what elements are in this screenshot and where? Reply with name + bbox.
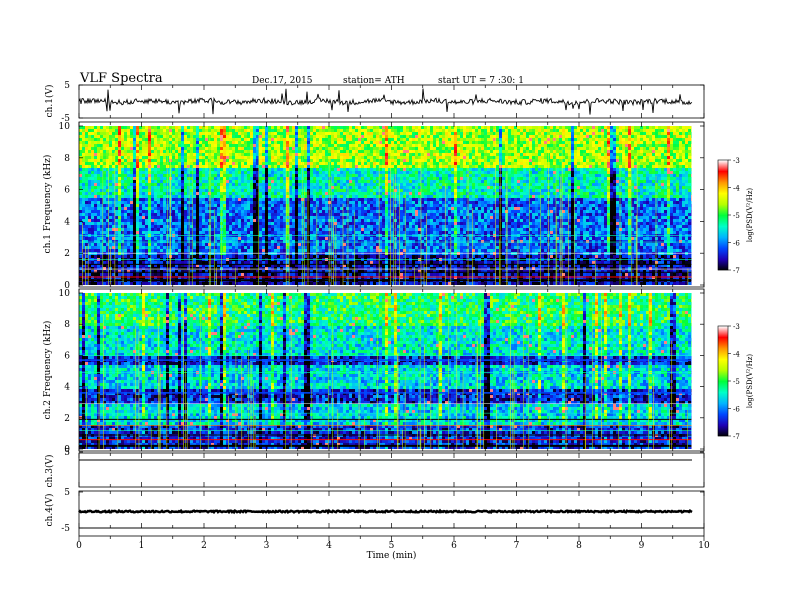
x-tick-label: 1 <box>139 541 145 551</box>
ch1-colorbar <box>718 160 728 270</box>
ch1-colorbar-tick-label: -6 <box>733 240 740 248</box>
station-label: station= ATH <box>343 76 405 86</box>
x-tick-label: 3 <box>264 541 270 551</box>
ch4-waveform-tick-label: 5 <box>64 488 70 498</box>
ch2-spectrogram <box>79 293 692 449</box>
figure-title: VLF Spectra <box>80 71 163 86</box>
x-tick-label: 8 <box>576 541 582 551</box>
ch1-waveform-trace <box>79 89 692 115</box>
ch1-colorbar-label: log(PSD(V²/Hz) <box>746 188 754 243</box>
time-axis-frame <box>79 528 704 536</box>
x-axis-label: Time (min) <box>367 550 417 561</box>
x-tick-label: 9 <box>639 541 645 551</box>
ch1-spectrogram-ylabel: ch.1 Frequency (kHz) <box>42 155 53 254</box>
ch1-colorbar-tick-label: -5 <box>733 212 740 220</box>
x-tick-label: 5 <box>389 541 395 551</box>
ch2-colorbar <box>718 326 728 436</box>
x-tick-label: 4 <box>326 541 332 551</box>
x-tick-label: 10 <box>698 541 710 551</box>
ch4-waveform-ylabel: ch.4(V) <box>44 494 55 527</box>
ch1-colorbar-tick-label: -4 <box>733 185 740 193</box>
ch4-waveform-frame <box>79 491 704 528</box>
ch2-colorbar-tick-label: -4 <box>733 351 740 359</box>
start-ut-label: start UT = 7 :30: 1 <box>438 76 524 86</box>
x-tick-label: 0 <box>76 541 82 551</box>
ch1-waveform-ylabel: ch.1(V) <box>44 85 55 118</box>
date-label: Dec.17, 2015 <box>252 76 313 86</box>
ch2-spectrogram-tick-label: 10 <box>59 289 71 299</box>
ch4-waveform-tick-label: -5 <box>61 524 70 534</box>
ch1-spectrogram-tick-label: 8 <box>64 154 70 164</box>
ch1-colorbar-tick-label: -3 <box>733 157 740 165</box>
ch2-colorbar-tick-label: -6 <box>733 406 740 414</box>
ch2-colorbar-tick-label: -7 <box>733 433 740 441</box>
ch1-waveform-tick-label: 5 <box>64 81 70 91</box>
ch3-waveform-frame <box>79 453 704 487</box>
ch1-spectrogram-tick-label: 2 <box>64 249 70 259</box>
ch2-spectrogram-ylabel: ch.2 Frequency (kHz) <box>42 321 53 420</box>
ch1-spectrogram <box>79 126 692 285</box>
ch2-colorbar-tick-label: -5 <box>733 378 740 386</box>
ch4-waveform-trace <box>79 511 692 513</box>
ch3-waveform-tick-label: 5 <box>64 448 70 458</box>
ch2-spectrogram-tick-label: 4 <box>64 383 70 393</box>
x-tick-label: 6 <box>451 541 457 551</box>
ch2-colorbar-tick-label: -3 <box>733 323 740 331</box>
x-tick-label: 7 <box>514 541 520 551</box>
x-tick-label: 2 <box>201 541 207 551</box>
ch1-colorbar-tick-label: -7 <box>733 267 740 275</box>
ch1-spectrogram-tick-label: 10 <box>59 122 71 132</box>
ch2-colorbar-label: log(PSD(V²/Hz) <box>746 354 754 409</box>
ch2-spectrogram-tick-label: 8 <box>64 320 70 330</box>
ch2-spectrogram-tick-label: 2 <box>64 414 70 424</box>
vlf-spectra-figure: 0 1 2 3 4 5 6 7 8 9 10Time (min)5-5024681002468105… <box>0 0 792 612</box>
ch1-spectrogram-tick-label: 4 <box>64 217 70 227</box>
ch3-waveform-ylabel: ch.3(V) <box>44 455 55 488</box>
ch2-spectrogram-tick-label: 6 <box>64 351 70 361</box>
ch1-spectrogram-tick-label: 6 <box>64 186 70 196</box>
